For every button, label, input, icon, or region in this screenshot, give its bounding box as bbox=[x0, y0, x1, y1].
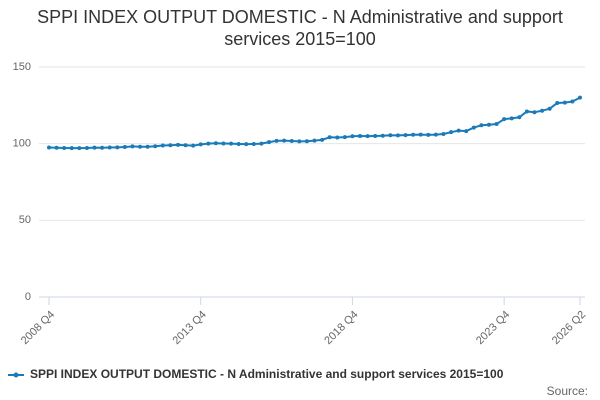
point bbox=[130, 144, 135, 149]
point bbox=[327, 135, 332, 140]
chart-title: SPPI INDEX OUTPUT DOMESTIC - N Administr… bbox=[37, 7, 563, 49]
point bbox=[282, 138, 287, 143]
point bbox=[509, 116, 514, 121]
point bbox=[236, 141, 241, 146]
point bbox=[244, 142, 249, 147]
point bbox=[92, 145, 97, 150]
point bbox=[229, 141, 234, 146]
point bbox=[138, 144, 143, 149]
y-tick-label: 150 bbox=[13, 61, 31, 73]
point bbox=[441, 132, 446, 137]
point bbox=[274, 138, 279, 143]
x-tick-label: 2008 Q4 bbox=[19, 309, 57, 347]
point bbox=[524, 109, 529, 114]
point bbox=[418, 132, 423, 137]
point bbox=[312, 138, 317, 143]
point bbox=[206, 141, 211, 146]
point bbox=[433, 132, 438, 137]
point bbox=[464, 129, 469, 134]
point bbox=[191, 143, 196, 148]
point bbox=[153, 144, 158, 149]
point bbox=[289, 139, 294, 144]
point bbox=[562, 100, 567, 105]
point bbox=[160, 143, 165, 148]
x-tick-label: 2023 Q4 bbox=[474, 309, 512, 347]
point bbox=[320, 137, 325, 142]
point bbox=[532, 110, 537, 115]
point bbox=[373, 134, 378, 138]
point bbox=[388, 133, 393, 138]
point bbox=[100, 145, 105, 150]
point bbox=[168, 143, 173, 148]
point bbox=[342, 135, 347, 140]
point bbox=[69, 146, 74, 151]
point bbox=[122, 145, 127, 150]
legend-label: SPPI INDEX OUTPUT DOMESTIC - N Administr… bbox=[30, 367, 504, 381]
point bbox=[555, 101, 560, 106]
point bbox=[350, 134, 355, 139]
point bbox=[175, 142, 180, 147]
point bbox=[426, 132, 431, 137]
point bbox=[540, 108, 545, 113]
point bbox=[213, 141, 218, 146]
point bbox=[395, 133, 400, 138]
point bbox=[502, 117, 507, 122]
point bbox=[517, 115, 522, 120]
point bbox=[547, 106, 552, 111]
point bbox=[198, 142, 203, 147]
point bbox=[259, 141, 264, 146]
point bbox=[77, 146, 82, 151]
point bbox=[266, 140, 271, 145]
point bbox=[456, 128, 461, 133]
point bbox=[578, 95, 582, 100]
point bbox=[494, 122, 499, 127]
source: Source: bbox=[547, 384, 588, 398]
point bbox=[486, 122, 491, 127]
point bbox=[380, 133, 385, 138]
point bbox=[304, 139, 309, 144]
y-tick-label: 100 bbox=[13, 138, 31, 150]
point bbox=[115, 145, 120, 150]
point bbox=[107, 145, 112, 150]
x-tick-label: 2018 Q4 bbox=[322, 309, 360, 347]
point bbox=[411, 132, 416, 137]
y-tick-label: 50 bbox=[19, 214, 31, 226]
point bbox=[479, 123, 484, 128]
x-tick-label: 2026 Q2 bbox=[550, 309, 588, 347]
legend-marker bbox=[13, 372, 19, 378]
point bbox=[449, 130, 454, 135]
point bbox=[251, 141, 256, 146]
point bbox=[358, 134, 363, 138]
point bbox=[335, 135, 340, 140]
point bbox=[54, 145, 59, 150]
point bbox=[570, 99, 575, 104]
point bbox=[221, 141, 226, 146]
x-tick-label: 2013 Q4 bbox=[171, 309, 209, 347]
point bbox=[403, 133, 408, 138]
point bbox=[84, 145, 89, 150]
point bbox=[297, 139, 302, 144]
point bbox=[183, 143, 188, 148]
point bbox=[471, 125, 476, 130]
point bbox=[47, 145, 51, 150]
point bbox=[62, 145, 67, 150]
point bbox=[365, 134, 370, 139]
y-tick-label: 0 bbox=[25, 291, 31, 303]
point bbox=[145, 144, 150, 149]
